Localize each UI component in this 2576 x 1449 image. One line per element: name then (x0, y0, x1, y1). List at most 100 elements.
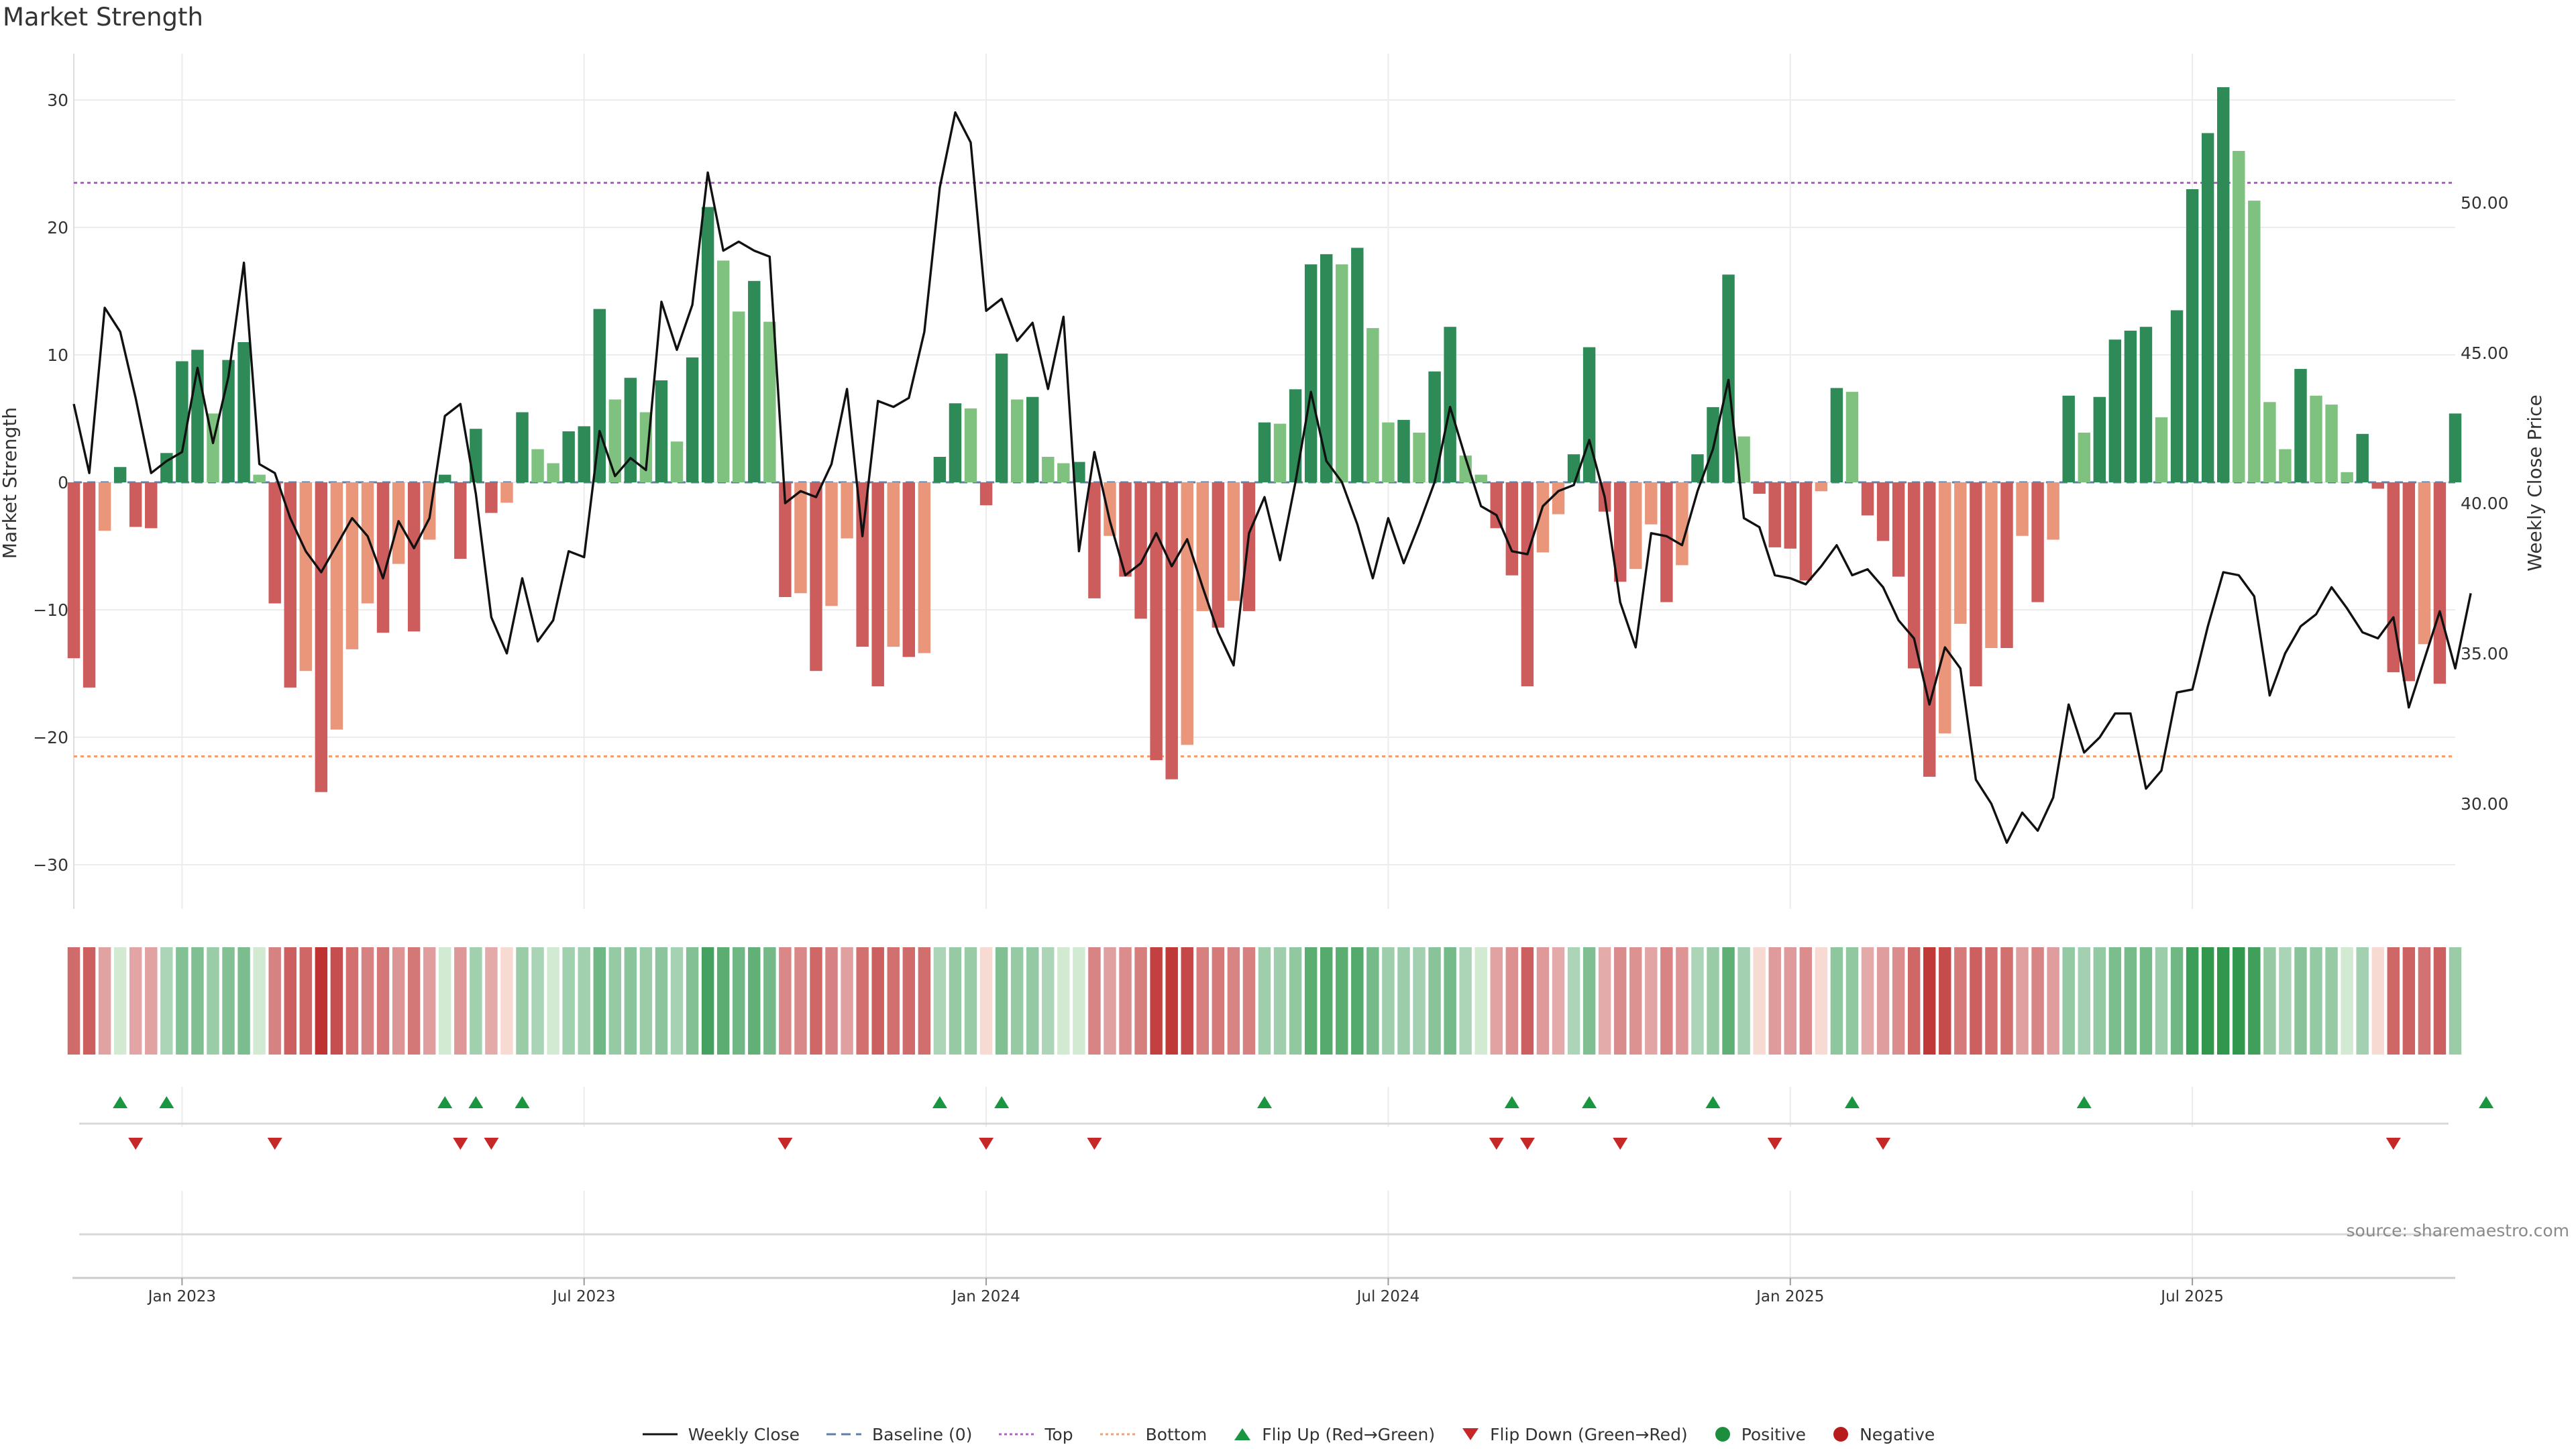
heat-cell (578, 947, 590, 1055)
heat-cell (1428, 947, 1441, 1055)
strength-bar (1799, 482, 1813, 581)
strength-bar (1351, 248, 1364, 482)
strength-bar (1613, 482, 1627, 582)
strength-bar (2031, 482, 2044, 602)
flip-up-marker (2076, 1096, 2092, 1108)
strength-bar (1753, 482, 1766, 494)
heat-cell (686, 947, 699, 1055)
strength-bar (2433, 482, 2447, 684)
heat-cell (113, 947, 127, 1055)
heat-cell (1582, 947, 1596, 1055)
strength-bar (1444, 327, 1456, 482)
strength-bar (1876, 482, 1890, 541)
heat-cell (810, 947, 822, 1055)
strength-bar (2294, 368, 2307, 482)
flip-up-marker (515, 1096, 530, 1108)
legend-label: Flip Down (Green→Red) (1490, 1424, 1688, 1444)
strength-bar (1320, 254, 1333, 482)
heat-cell (1939, 947, 1951, 1055)
legend-label: Weekly Close (688, 1424, 800, 1444)
strength-bar (748, 280, 761, 482)
strength-bar (2170, 310, 2184, 482)
heat-cell (995, 947, 1008, 1055)
heat-cell (547, 947, 559, 1055)
heat-cell (624, 947, 637, 1055)
heat-cell (779, 947, 792, 1055)
legend-positive: Positive (1713, 1425, 1806, 1444)
strength-bar (779, 482, 792, 597)
flip-down-marker (1087, 1138, 1102, 1150)
strength-bar (1722, 274, 1735, 482)
heat-cell (871, 947, 884, 1055)
heat-cell (1026, 947, 1039, 1055)
strength-bar (2078, 432, 2090, 482)
heat-cell (1737, 947, 1750, 1055)
strength-bar (1165, 482, 1178, 780)
heat-cell (2449, 947, 2462, 1055)
heat-cell (2078, 947, 2090, 1055)
heat-cell (1165, 947, 1178, 1055)
heat-cell (1490, 947, 1503, 1055)
strength-bar (470, 429, 482, 482)
flip-up-marker (437, 1096, 453, 1108)
heat-cell (98, 947, 111, 1055)
strength-bar (871, 482, 884, 686)
heat-cell (191, 947, 204, 1055)
strength-bar (2402, 482, 2416, 682)
heat-cell (2248, 947, 2261, 1055)
flip-down-marker (1767, 1138, 1782, 1150)
heat-cell (2047, 947, 2059, 1055)
strength-bar (1258, 422, 1271, 482)
heat-cell (1645, 947, 1658, 1055)
y-axis-label: Market Strength (0, 407, 21, 559)
flip-down-marker (979, 1138, 994, 1150)
flip-down-marker (484, 1138, 499, 1150)
strength-bar (1892, 482, 1905, 577)
strength-bar (1629, 482, 1642, 570)
legend: Weekly Close Baseline (0) Top Bottom Fli… (0, 1421, 2576, 1448)
heat-cell (1753, 947, 1766, 1055)
heat-cell (176, 947, 189, 1055)
heat-cell (407, 947, 421, 1055)
heat-cell (439, 947, 451, 1055)
chart-title: Market Strength (3, 3, 203, 32)
heat-cell (1784, 947, 1796, 1055)
legend-bottom: Bottom (1099, 1425, 1207, 1444)
heat-cell (1242, 947, 1256, 1055)
strength-bar (361, 482, 374, 604)
strength-bar (608, 399, 622, 482)
flip-up-marker (1504, 1096, 1519, 1108)
heat-cell (129, 947, 142, 1055)
heat-cell (979, 947, 993, 1055)
strength-bar (1784, 482, 1796, 549)
heat-cell (237, 947, 250, 1055)
strength-bar (1181, 482, 1193, 745)
strength-bar (1119, 482, 1132, 577)
triangle-down-icon (1462, 1428, 1479, 1440)
strength-bar (1474, 474, 1487, 482)
strength-bar (686, 357, 699, 482)
strength-bar (98, 482, 111, 531)
flip-up-marker (159, 1096, 174, 1108)
flip-up-marker (2479, 1096, 2494, 1108)
heat-cell (887, 947, 900, 1055)
heat-cell (531, 947, 544, 1055)
strength-bar (407, 482, 421, 632)
strength-bar (841, 482, 853, 539)
strength-bar (1134, 482, 1147, 619)
x-tick-label: Jan 2023 (147, 1288, 216, 1305)
heat-cell (1505, 947, 1519, 1055)
legend-negative: Negative (1831, 1425, 1935, 1444)
heat-cell (1042, 947, 1055, 1055)
strength-bar (1428, 371, 1441, 482)
heat-cell (345, 947, 359, 1055)
strength-bar (1582, 347, 1596, 482)
strength-bar (1026, 396, 1039, 482)
heat-cell (1336, 947, 1348, 1055)
heat-cell (145, 947, 158, 1055)
heat-cell (763, 947, 776, 1055)
heat-cell (1660, 947, 1673, 1055)
strength-bar (1939, 482, 1951, 734)
heat-cell (2108, 947, 2122, 1055)
strength-bar (716, 260, 730, 482)
